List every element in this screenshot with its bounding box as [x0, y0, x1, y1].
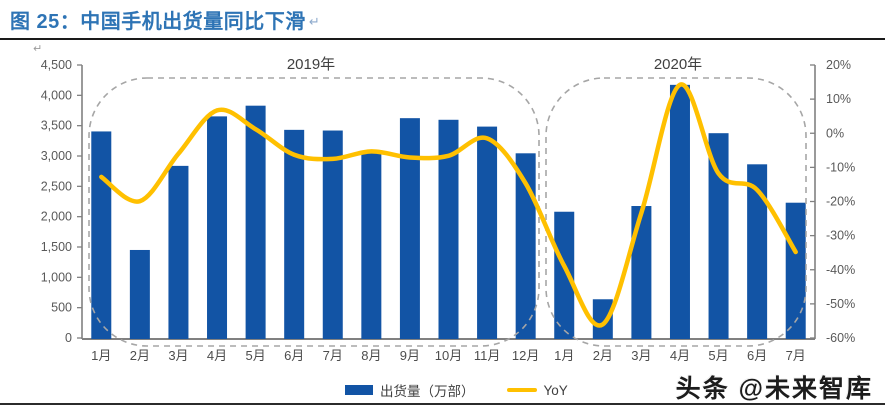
x-axis-label: 8月	[361, 348, 381, 363]
shipment-bar-11月-2019	[477, 126, 498, 339]
shipment-bar-8月-2019	[361, 150, 382, 339]
shipment-bar-10月-2019	[438, 119, 459, 340]
y-axis-right-label: -60%	[826, 331, 855, 345]
y-axis-left-label: 4,000	[41, 88, 72, 102]
bottom-divider	[0, 403, 885, 405]
x-axis-label: 12月	[512, 348, 539, 363]
y-axis-left-label: 500	[51, 301, 72, 315]
x-axis-label: 4月	[670, 348, 690, 363]
page-title-text: 图 25：中国手机出货量同比下滑	[10, 11, 306, 33]
x-axis-label: 5月	[708, 348, 728, 363]
x-axis-label: 3月	[631, 348, 651, 363]
y-axis-left-label: 3,500	[41, 119, 72, 133]
y-axis-right-label: -10%	[826, 160, 855, 174]
return-mark-icon: ↵	[308, 14, 321, 29]
chart-legend: 出货量（万部） YoY	[345, 380, 568, 400]
x-axis-label: 2月	[130, 348, 150, 363]
watermark: 头条 @未来智库	[675, 375, 873, 403]
x-axis-label: 2月	[593, 348, 613, 363]
y-axis-left-label: 1,500	[41, 240, 72, 254]
title-divider	[0, 38, 885, 40]
y-axis-left-label: 3,000	[41, 149, 72, 163]
y-axis-left-label: 1,000	[41, 270, 72, 284]
y-axis-left-label: 2,500	[41, 179, 72, 193]
y-axis-left-label: 4,500	[41, 58, 72, 72]
y-axis-right-label: 20%	[826, 58, 851, 72]
annotation-frame-2019	[88, 77, 540, 347]
shipment-bar-3月-2019	[168, 165, 189, 339]
group-label-2019: 2019年	[287, 56, 335, 73]
shipment-bar-5月-2020	[708, 133, 729, 339]
y-axis-left-label: 0	[65, 331, 72, 345]
legend-item-shipments: 出货量（万部）	[345, 380, 475, 400]
x-axis-label: 4月	[207, 348, 227, 363]
shipment-bar-6月-2020	[747, 164, 768, 339]
shipment-bar-3月-2020	[631, 206, 652, 339]
shipment-bar-9月-2019	[399, 118, 420, 339]
x-axis-label: 10月	[435, 348, 462, 363]
x-axis-label: 7月	[323, 348, 343, 363]
y-axis-left-label: 2,000	[41, 210, 72, 224]
legend-line-label: YoY	[543, 382, 568, 398]
legend-item-yoy: YoY	[506, 382, 568, 398]
x-axis-label: 7月	[786, 348, 806, 363]
x-axis-label: 6月	[284, 348, 304, 363]
y-axis-right-label: -50%	[826, 297, 855, 311]
y-axis-right-label: -30%	[826, 229, 855, 243]
y-axis-right-label: 0%	[826, 126, 844, 140]
legend-bar-label: 出货量（万部）	[380, 384, 475, 399]
shipment-bar-6月-2019	[284, 129, 305, 339]
shipment-bar-4月-2019	[207, 116, 228, 339]
page-title: 图 25：中国手机出货量同比下滑 ↵	[10, 5, 320, 34]
shipment-bar-5月-2019	[245, 105, 266, 339]
legend-line-swatch	[506, 388, 537, 392]
shipment-bar-12月-2019	[515, 153, 536, 339]
shipment-bar-1月-2020	[554, 211, 575, 339]
x-axis-label: 11月	[474, 348, 501, 363]
group-label-2020: 2020年	[654, 56, 702, 73]
x-axis-label: 1月	[554, 348, 574, 363]
x-axis-label: 1月	[91, 348, 111, 363]
annotation-frame-2020	[545, 77, 807, 347]
x-axis-label: 5月	[245, 348, 265, 363]
shipment-bar-4月-2020	[669, 84, 690, 340]
x-axis-label: 9月	[400, 348, 420, 363]
x-axis-label: 6月	[747, 348, 767, 363]
x-axis-label: 3月	[168, 348, 188, 363]
legend-bar-swatch	[345, 385, 373, 395]
shipment-bar-7月-2019	[322, 130, 343, 339]
y-axis-right-label: 10%	[826, 92, 851, 106]
paragraph-return-icon: ↵	[33, 43, 43, 55]
shipment-bar-1月-2019	[91, 131, 112, 339]
shipment-bar-7月-2020	[785, 202, 806, 339]
y-axis-right-label: -20%	[826, 195, 855, 209]
shipment-bar-2月-2019	[129, 249, 150, 339]
shipment-bar-2月-2020	[592, 299, 613, 339]
yoy-line	[99, 82, 798, 328]
y-axis-right-label: -40%	[826, 263, 855, 277]
